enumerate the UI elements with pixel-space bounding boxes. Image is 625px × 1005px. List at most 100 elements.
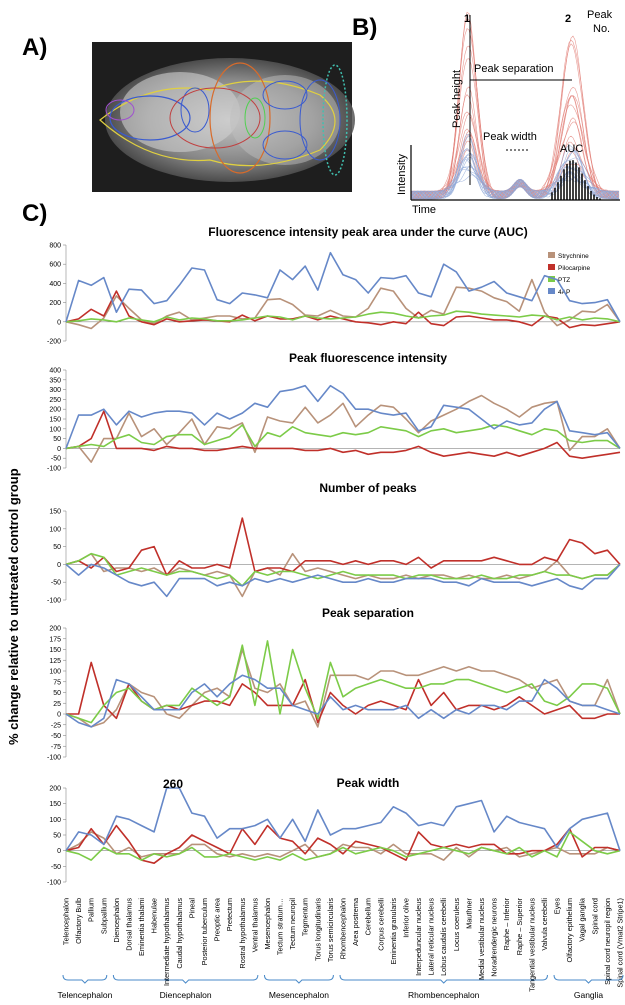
- y-tick-label: 400: [49, 368, 61, 375]
- category-label: Spinal cord neuropil region: [603, 898, 612, 985]
- charts: Fluorescence intensity peak area under t…: [47, 225, 620, 887]
- category-label: Rhombencephalon: [339, 898, 348, 959]
- category-label: Cerebellum: [364, 898, 373, 935]
- y-tick-label: 25: [53, 701, 61, 708]
- y-tick-label: 75: [53, 679, 61, 686]
- region-label: Mesencephalon: [269, 990, 329, 1000]
- peak-number-1: 1: [464, 13, 470, 25]
- peak-schematic: 1 2 Peak No. Peak separation Peak width …: [396, 9, 620, 216]
- chart-5: Peak width-100-50050100150200 260: [47, 776, 620, 887]
- category-label: Tectum neuropil: [288, 898, 297, 950]
- legend-swatch: [548, 264, 555, 270]
- y-tick-label: 350: [49, 377, 61, 384]
- y-axis-label: % change relative to untreated control g…: [6, 468, 21, 745]
- category-label: Subpallium: [99, 898, 108, 934]
- series-line-4ap: [66, 675, 620, 727]
- category-label: Noradrendergic neurons: [490, 898, 499, 977]
- category-label: Pallium: [87, 898, 96, 922]
- y-tick-label: 400: [49, 281, 61, 288]
- category-label: Posterior tuberculum: [200, 898, 209, 965]
- chart-title: Number of peaks: [319, 481, 417, 495]
- category-label: Raphe – Superior: [515, 897, 524, 955]
- category-label: Eminentia granularis: [389, 898, 398, 965]
- category-label: Spinal cord (Vmat2 Stripe1): [616, 898, 625, 988]
- legend-label: Strychnine: [558, 253, 589, 260]
- chart-3: Number of peaks-100-50050100150: [47, 481, 620, 605]
- y-tick-label: 125: [49, 658, 61, 665]
- time-label: Time: [412, 204, 436, 216]
- y-tick-label: 0: [57, 562, 61, 569]
- category-label: Mauthner: [464, 897, 473, 928]
- legend-swatch: [548, 252, 555, 258]
- annotation-label: 260: [163, 777, 183, 791]
- category-label: Caudal hypothalamus: [175, 898, 184, 969]
- category-label: Dorsal thalamus: [125, 898, 134, 951]
- y-tick-label: -50: [51, 456, 61, 463]
- y-tick-label: 0: [57, 712, 61, 719]
- legend: StrychninePilocarpinePTZ4AP: [548, 252, 591, 296]
- category-label: Intermediate hypothalamus: [162, 898, 171, 986]
- category-label: Inferior olive: [402, 898, 411, 938]
- category-label: Area postrema: [351, 897, 360, 946]
- y-tick-label: 100: [49, 817, 61, 824]
- category-label: Habenulae: [150, 898, 159, 933]
- category-label: Locus coeruleus: [452, 898, 461, 951]
- region-label: Rhombencephalon: [408, 990, 480, 1000]
- series-line-ptz: [66, 425, 620, 449]
- series-line-4ap: [66, 788, 620, 851]
- category-label: Mesencephalon: [263, 898, 272, 950]
- category-label: Vagal ganglia: [578, 897, 587, 942]
- category-label: Tectum stratum…: [276, 898, 285, 955]
- region-label: Diencephalon: [160, 990, 212, 1000]
- y-tick-label: 150: [49, 647, 61, 654]
- series-line-4ap: [66, 253, 620, 322]
- y-tick-label: 150: [49, 417, 61, 424]
- series-line-4ap: [66, 386, 620, 449]
- y-tick-label: 175: [49, 636, 61, 643]
- category-label: Tegmentum: [301, 898, 310, 936]
- y-tick-label: -50: [51, 864, 61, 871]
- peak-no-line1: Peak: [587, 9, 613, 21]
- chart-title: Peak fluorescence intensity: [289, 351, 447, 365]
- category-label: Medial vestibular nucleus: [477, 898, 486, 980]
- y-tick-label: 50: [53, 833, 61, 840]
- category-label: Telencephalon: [62, 898, 71, 945]
- y-tick-label: 200: [49, 786, 61, 793]
- category-label: Spinal cord: [590, 898, 599, 935]
- series-line-ptz: [66, 832, 620, 860]
- auc-label: AUC: [560, 143, 583, 155]
- y-tick-label: -50: [51, 580, 61, 587]
- category-label: Rostral hypothalamus: [238, 898, 247, 969]
- y-tick-label: 0: [57, 848, 61, 855]
- legend-label: Pilocarpine: [558, 265, 591, 272]
- y-tick-label: -50: [51, 733, 61, 740]
- y-tick-label: 800: [49, 243, 61, 250]
- y-tick-label: 50: [53, 690, 61, 697]
- region-bracket: [264, 975, 333, 983]
- peak-width-label: Peak width: [483, 131, 537, 143]
- category-label: Diencephalon: [112, 898, 121, 943]
- category-label: Torus longitudinaris: [313, 898, 322, 961]
- category-labels: Telencephalon Olfactory Bulb Pallium Subpal…: [62, 897, 625, 992]
- category-label: Eminentia thalami: [137, 898, 146, 956]
- y-tick-label: -200: [47, 339, 61, 346]
- chart-2: Peak fluorescence intensity -100 -50 0 50 100…: [47, 351, 620, 473]
- intensity-label: Intensity: [396, 154, 408, 195]
- peak-no-line2: No.: [593, 23, 610, 35]
- y-tick-label: -100: [47, 755, 61, 762]
- region-bracket: [554, 975, 623, 983]
- chart-1: Fluorescence intensity peak area under t…: [47, 225, 620, 346]
- chart-4: Peak separation -100 -75 -50 -25 0 25 50 75 100 12…: [47, 606, 620, 762]
- category-label: Raphe – Inferior: [502, 897, 511, 950]
- y-tick-label: 150: [49, 509, 61, 516]
- region-bracket: [63, 975, 107, 983]
- peak-number-2: 2: [565, 13, 571, 25]
- category-label: Tangential vestibular nucleus: [527, 898, 536, 992]
- category-label: Preoptic area: [213, 897, 222, 941]
- category-label: Eyes: [553, 898, 562, 915]
- brain-image: [92, 42, 355, 192]
- series-line-ptz: [66, 554, 620, 586]
- y-tick-label: 200: [49, 626, 61, 633]
- category-label: Valvula cerebelli: [540, 898, 549, 951]
